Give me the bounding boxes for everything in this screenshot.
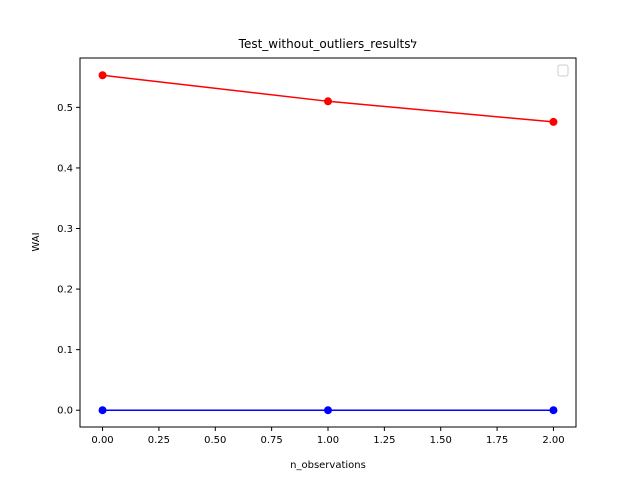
y-tick-label: 0.2 [57, 285, 73, 296]
x-tick-label: 0.25 [148, 435, 170, 446]
legend-box [557, 64, 569, 77]
x-tick-label: 2.00 [542, 435, 564, 446]
x-axis-label: n_observations [290, 460, 366, 471]
y-tick-label: 0.5 [57, 103, 73, 114]
series-0-point [324, 97, 332, 106]
y-axis-ticks: 0.0 0.1 0.2 0.3 0.4 0.5 [57, 103, 80, 417]
y-tick-label: 0.0 [57, 406, 73, 417]
series-1-point [98, 406, 107, 415]
x-tick-label: 0.00 [91, 435, 113, 446]
x-tick-label: 1.50 [430, 435, 452, 446]
series-0-point [549, 117, 558, 126]
y-axis-label: WAI [31, 232, 42, 251]
x-tick-label: 1.00 [317, 435, 339, 446]
x-tick-label: 0.75 [261, 435, 283, 446]
y-tick-label: 0.4 [57, 163, 73, 174]
series-1-point [324, 406, 332, 415]
chart-title: Test_without_outliers_resultsל [238, 37, 418, 51]
series-1-point [549, 406, 558, 415]
series-0-point [98, 71, 107, 80]
x-tick-label: 1.25 [373, 435, 395, 446]
x-axis-ticks: 0.00 0.25 0.50 0.75 1.00 1.25 1.50 1.75 2.00 [91, 427, 565, 446]
y-tick-label: 0.1 [57, 345, 73, 356]
plot-area [98, 71, 558, 415]
x-tick-label: 0.50 [204, 435, 226, 446]
x-tick-label: 1.75 [486, 435, 508, 446]
y-tick-label: 0.3 [57, 224, 73, 235]
